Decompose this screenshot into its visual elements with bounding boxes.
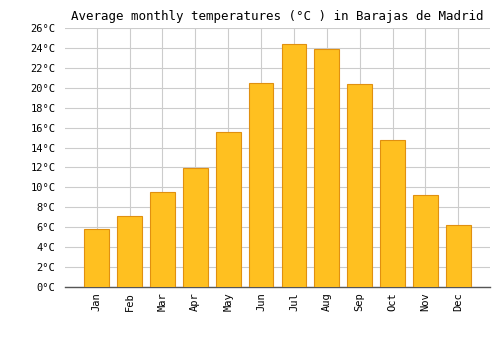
Bar (183, 168, 208, 287)
Bar (380, 140, 405, 287)
Bar (413, 195, 438, 287)
Bar (348, 84, 372, 287)
Bar (150, 193, 174, 287)
Title: Average monthly temperatures (°C ) in Barajas de Madrid: Average monthly temperatures (°C ) in Ba… (72, 10, 484, 23)
Bar (446, 225, 470, 287)
Bar (282, 44, 306, 287)
Bar (117, 216, 142, 287)
Bar (84, 229, 109, 287)
Bar (314, 49, 339, 287)
Bar (248, 83, 274, 287)
Bar (216, 132, 240, 287)
